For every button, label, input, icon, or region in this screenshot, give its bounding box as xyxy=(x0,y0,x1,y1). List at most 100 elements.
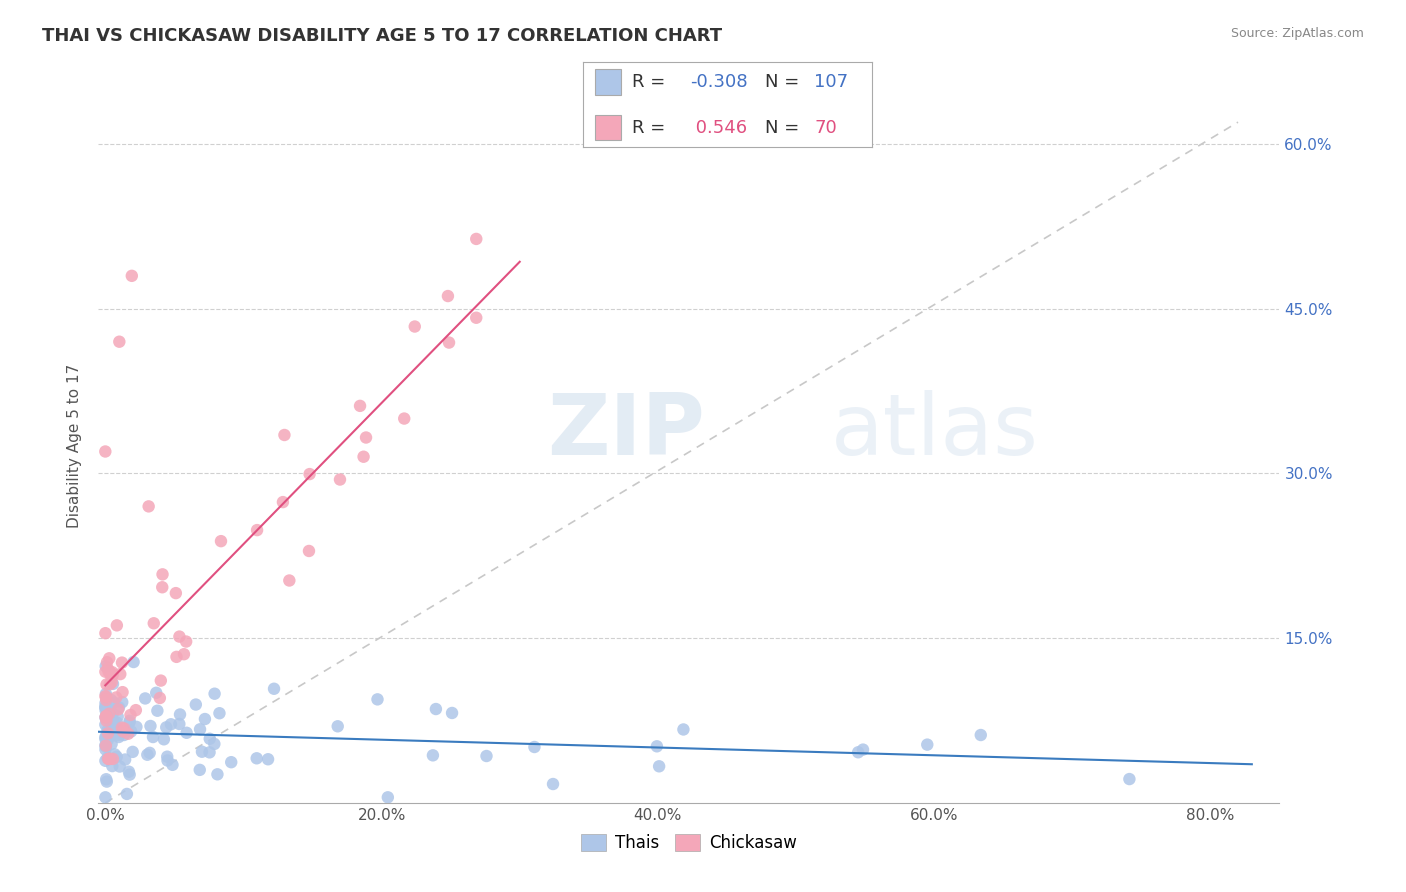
Legend: Thais, Chickasaw: Thais, Chickasaw xyxy=(575,827,803,859)
Point xyxy=(97,662,120,676)
Point xyxy=(204,687,226,701)
Point xyxy=(98,665,121,680)
Point xyxy=(174,634,197,648)
Point xyxy=(648,759,671,773)
Point xyxy=(278,574,301,588)
Point xyxy=(101,727,124,741)
Point xyxy=(94,732,117,747)
Point xyxy=(118,715,141,730)
Point xyxy=(94,710,117,724)
Point xyxy=(208,706,231,721)
Point xyxy=(122,655,145,669)
Point xyxy=(101,675,124,690)
Point xyxy=(94,717,117,731)
Point xyxy=(94,709,117,723)
Point xyxy=(165,586,187,600)
Point xyxy=(219,755,242,769)
Point xyxy=(104,747,127,762)
Point xyxy=(169,630,191,644)
Point xyxy=(169,707,191,722)
Point xyxy=(94,739,117,754)
Point xyxy=(98,706,121,721)
Point xyxy=(98,714,121,729)
Point xyxy=(354,430,377,444)
Point xyxy=(100,670,122,684)
Point xyxy=(142,730,165,744)
Point xyxy=(125,703,148,717)
Point xyxy=(207,767,229,781)
Text: 107: 107 xyxy=(814,73,848,91)
Point xyxy=(101,713,124,727)
Point xyxy=(103,718,125,732)
Point xyxy=(112,722,135,736)
Point xyxy=(94,444,117,458)
Point xyxy=(97,730,120,744)
Point xyxy=(263,681,285,696)
Point xyxy=(349,399,371,413)
Point xyxy=(118,714,141,728)
Point xyxy=(202,737,225,751)
Point xyxy=(523,739,546,754)
Point xyxy=(94,687,117,701)
Point xyxy=(209,534,232,549)
Point xyxy=(97,752,120,766)
Point xyxy=(108,334,131,349)
Point xyxy=(198,745,221,759)
Point xyxy=(188,723,211,737)
Point xyxy=(105,618,128,632)
Point xyxy=(94,626,117,640)
Point xyxy=(125,720,148,734)
Point xyxy=(101,706,124,721)
Text: Source: ZipAtlas.com: Source: ZipAtlas.com xyxy=(1230,27,1364,40)
Point xyxy=(146,704,169,718)
Point xyxy=(103,696,125,710)
Point xyxy=(94,689,117,703)
Point xyxy=(437,335,460,350)
Point xyxy=(110,667,132,681)
Point xyxy=(101,677,124,691)
Point xyxy=(475,749,498,764)
Point xyxy=(97,751,120,765)
Point xyxy=(257,752,280,766)
Point xyxy=(94,709,117,723)
Point xyxy=(271,495,294,509)
Point xyxy=(94,790,117,805)
Text: ZIP: ZIP xyxy=(547,390,704,474)
Point xyxy=(100,737,122,751)
Point xyxy=(111,685,134,699)
Y-axis label: Disability Age 5 to 17: Disability Age 5 to 17 xyxy=(66,364,82,528)
Point xyxy=(150,580,173,594)
Point xyxy=(101,665,124,680)
Point xyxy=(108,700,131,714)
Point xyxy=(672,723,695,737)
Point xyxy=(152,567,174,582)
Point xyxy=(105,722,128,736)
Point xyxy=(155,720,177,734)
Point xyxy=(97,665,120,679)
Point xyxy=(94,742,117,756)
Point xyxy=(329,473,352,487)
Point xyxy=(246,523,269,537)
Point xyxy=(852,742,875,756)
Point xyxy=(117,727,139,741)
Point xyxy=(101,667,124,681)
Point xyxy=(246,751,269,765)
Text: -0.308: -0.308 xyxy=(690,73,748,91)
Point xyxy=(94,703,117,717)
Text: N =: N = xyxy=(765,73,806,91)
Point xyxy=(645,739,668,754)
Point xyxy=(1118,772,1140,786)
Point xyxy=(176,725,198,739)
Text: R =: R = xyxy=(633,119,672,136)
Point xyxy=(96,677,118,691)
Point xyxy=(112,728,135,742)
Point xyxy=(422,748,444,763)
Point xyxy=(149,673,172,688)
Point xyxy=(149,691,172,706)
Text: THAI VS CHICKASAW DISABILITY AGE 5 TO 17 CORRELATION CHART: THAI VS CHICKASAW DISABILITY AGE 5 TO 17… xyxy=(42,27,723,45)
Point xyxy=(115,787,138,801)
Point xyxy=(142,616,165,631)
Point xyxy=(136,747,159,762)
Point xyxy=(94,731,117,745)
Point xyxy=(107,728,129,742)
